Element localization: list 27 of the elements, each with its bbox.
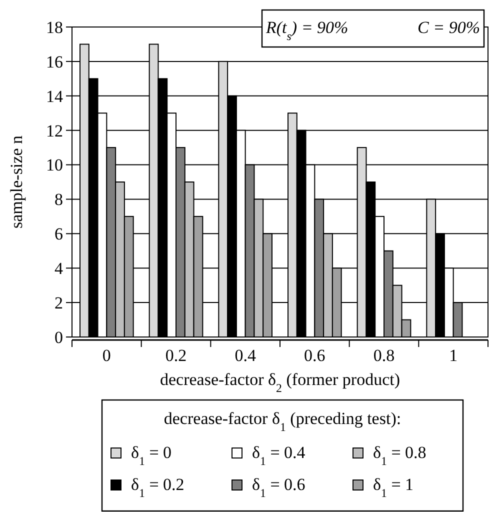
legend-label: δ$_{1}$ = 0.4 xyxy=(252,443,306,468)
y-tick-label: 12 xyxy=(46,121,63,140)
annotation: C = 90% xyxy=(418,18,480,37)
x-tick-label: 0 xyxy=(102,346,111,365)
y-tick-label: 14 xyxy=(46,86,64,106)
x-tick-label: 0.8 xyxy=(373,346,395,365)
y-tick-label: 8 xyxy=(54,190,63,210)
x-axis-title: decrease-factor δ$_{2}$ (former product) xyxy=(160,370,400,395)
y-tick-label: 10 xyxy=(46,156,63,175)
y-tick-label: 4 xyxy=(54,259,64,278)
y-axis-title: sample-size n xyxy=(7,135,26,228)
x-tick-label: 0.2 xyxy=(165,346,187,365)
legend-label: δ$_{1}$ = 1 xyxy=(373,475,414,500)
y-tick-label: 6 xyxy=(54,224,63,244)
legend-title: decrease-factor δ$_{1}$ (preceding test): xyxy=(164,409,402,434)
legend-label: δ$_{1}$ = 0 xyxy=(131,443,172,468)
y-tick-label: 16 xyxy=(46,52,63,72)
x-tick-label: 0.4 xyxy=(234,346,256,365)
y-tick-label: 2 xyxy=(54,294,63,313)
annotation: R(t$_{s}$) = 90% xyxy=(265,18,348,43)
x-tick-label: 0.6 xyxy=(304,346,326,365)
x-tick-label: 1 xyxy=(449,346,458,365)
y-tick-label: 18 xyxy=(46,18,63,37)
legend-label: δ$_{1}$ = 0.2 xyxy=(131,475,184,500)
y-tick-label: 0 xyxy=(54,328,63,347)
legend-label: δ$_{1}$ = 0.8 xyxy=(373,443,426,468)
legend-label: δ$_{1}$ = 0.6 xyxy=(252,475,306,500)
